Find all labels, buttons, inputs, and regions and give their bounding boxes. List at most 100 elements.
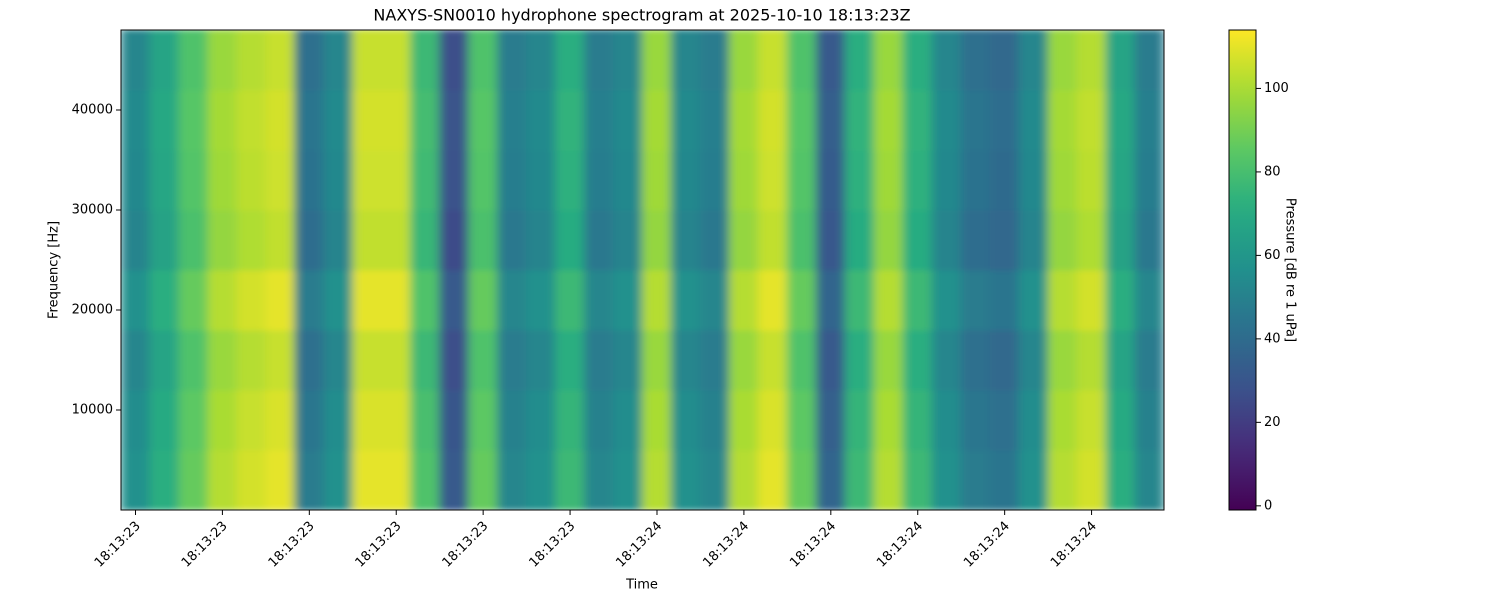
cell [468,389,499,451]
x-axis-label: Time [625,578,658,593]
cell [613,30,643,91]
cell [1018,449,1049,510]
cell [236,389,267,451]
cell [294,269,325,331]
cell [323,449,354,510]
cell [352,149,383,211]
cell [844,89,875,151]
cell [670,30,701,91]
cell [989,209,1020,271]
cell [931,149,962,211]
cell [699,30,730,91]
x-tick-label: 18:13:23 [266,519,318,571]
cell [1076,89,1107,151]
cell [1018,30,1049,91]
cell [468,149,499,211]
cell [815,89,846,151]
cell [584,149,615,211]
cell [352,30,383,91]
cell [989,269,1020,331]
cell [1134,89,1164,151]
cell [294,149,325,211]
cell [497,209,528,271]
x-tick-label: 18:13:23 [92,519,144,571]
cell [439,149,470,211]
cell [410,329,441,391]
cell [468,30,499,91]
cell [757,89,788,151]
cell [236,269,267,331]
cell [410,30,441,91]
cell [410,209,441,271]
cell [613,89,643,151]
cell [989,30,1020,91]
cell [757,449,788,510]
cell [873,389,904,451]
cell [1105,30,1136,91]
cell [178,30,209,91]
cell [1047,209,1078,271]
cell [1105,389,1136,451]
heatmap [121,30,1164,510]
cell [699,449,730,510]
cell [844,449,875,510]
cell [381,329,412,391]
cell [786,30,817,91]
cell [149,269,180,331]
cell [670,89,701,151]
cell [1047,30,1078,91]
cell [207,89,238,151]
cell [555,30,586,91]
cell [642,209,672,271]
cell [1047,149,1078,211]
cell [178,449,209,510]
cell [873,209,904,271]
cell [497,30,528,91]
cell [613,449,643,510]
cell [410,89,441,151]
cell [121,329,151,391]
cell [497,449,528,510]
cell [178,389,209,451]
cell [497,89,528,151]
cell [294,449,325,510]
cell [902,30,933,91]
cell [352,269,383,331]
y-axis-label: Frequency [Hz] [47,221,62,319]
cell [468,329,499,391]
cell [902,389,933,451]
cell [1018,89,1049,151]
cell [786,89,817,151]
cell [989,149,1020,211]
cell [149,449,180,510]
cell [410,389,441,451]
cell [642,149,672,211]
cell [873,89,904,151]
cell [207,30,238,91]
cell [815,209,846,271]
cell [526,149,557,211]
cell [757,209,788,271]
cell [178,329,209,391]
cell [468,269,499,331]
cell [1134,389,1164,451]
cell [1018,209,1049,271]
cell [236,449,267,510]
cell [497,269,528,331]
cell [323,209,354,271]
cell [902,89,933,151]
cell [584,389,615,451]
cell [584,30,615,91]
cell [526,89,557,151]
cell [844,209,875,271]
cell [497,389,528,451]
cell [207,269,238,331]
cell [265,30,296,91]
cell [1018,269,1049,331]
cell [931,30,962,91]
cell [960,269,991,331]
cell [265,209,296,271]
cell [786,209,817,271]
cell [1134,329,1164,391]
cell [786,389,817,451]
